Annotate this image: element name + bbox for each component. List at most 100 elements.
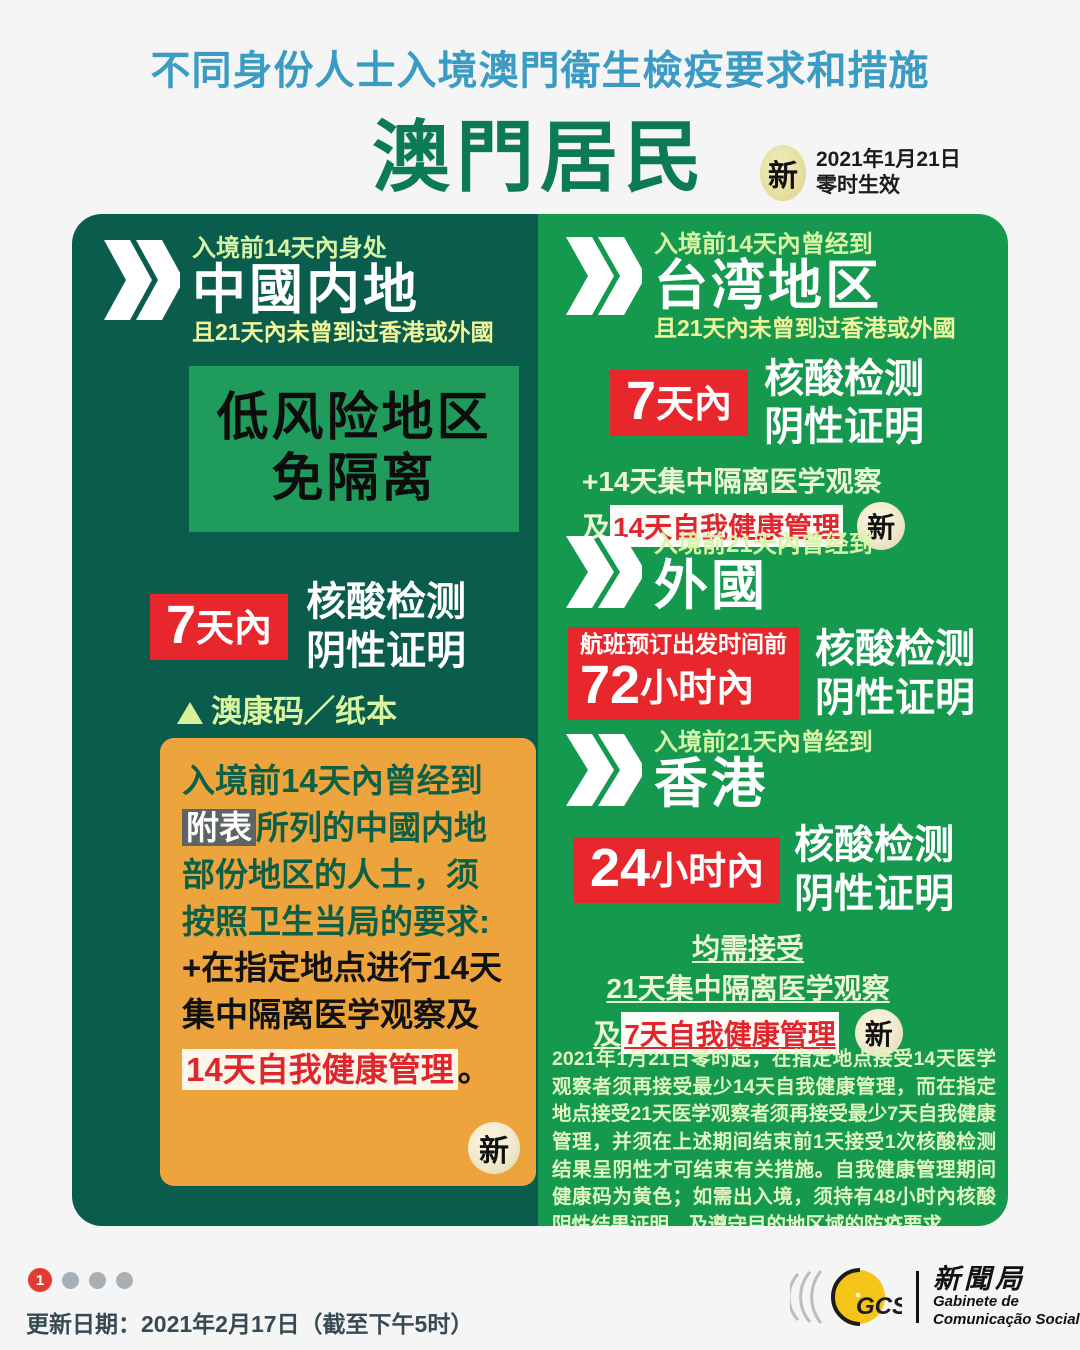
health-code-text: 澳康码／纸本 (211, 694, 397, 729)
updated-date-text: 更新日期：2021年2月17日（截至下午5时） (26, 1311, 474, 1337)
orange-line-4: 按照卫生当局的要求: (182, 902, 490, 940)
hongkong-red-duration-tag: 24小时內 (574, 836, 781, 903)
page-dot-3[interactable] (89, 1271, 106, 1289)
hongkong-extra-line2: 及 7天自我健康管理 新 (538, 1008, 958, 1057)
appendix-chip: 附表 (182, 808, 256, 846)
orange-line-5: +在指定地点进行14天 (182, 949, 502, 987)
taiwan-red-unit: 天內 (656, 384, 733, 427)
left-red-unit: 天內 (196, 607, 273, 650)
health-code-row: 澳康码／纸本 (177, 686, 397, 731)
hongkong-extra-line0: 均需接受 (691, 932, 804, 964)
triangle-bullet-icon (177, 702, 203, 724)
taiwan-extra-line2: 及 14天自我健康管理 新 (582, 502, 1008, 551)
hongkong-test-requirement: 核酸检测 阴性证明 (794, 821, 954, 919)
page-subtitle: 不同身份人士入境澳門衛生檢疫要求和措施 (150, 49, 930, 93)
new-badge-hongkong: 新 (854, 1008, 903, 1057)
foreign-red-number: 72 (580, 655, 641, 716)
taiwan-test-requirement: 核酸检测 阴性证明 (764, 355, 924, 453)
low-risk-exempt-box: 低风险地区 免隔离 (189, 366, 519, 532)
taiwan-extra-line1: +14天集中隔离医学观察 (582, 466, 882, 498)
gcs-logo: GCS 新聞局 Gabinete de Comunicação Social (790, 1262, 1080, 1332)
mainland-listed-areas-card: 入境前14天內曾经到 附表 所列的中國内地 部份地区的人士，须 按照卫生当局的要求… (160, 738, 536, 1186)
hongkong-extra-prefix: 及 (593, 1018, 622, 1050)
foreign-test-line2: 阴性证明 (815, 675, 975, 720)
logo-chinese-name: 新聞局 (933, 1263, 1026, 1294)
new-badge-taiwan: 新 (857, 502, 906, 551)
orange-line-6: 集中隔离医学观察及 (182, 996, 479, 1034)
taiwan-red-duration-tag: 7天內 (610, 370, 749, 437)
new-badge-orange-glyph: 新 (468, 1122, 520, 1174)
chevron-right-icon (564, 730, 642, 810)
gcs-mark-text: GCS (856, 1293, 902, 1320)
orange-line-3: 部份地区的人士，须 (182, 855, 479, 893)
foreign-red-caption: 航班预订出发时间前 (580, 631, 787, 658)
new-badge-orange: 新 (468, 1122, 520, 1174)
gcs-sun-icon: GCS (790, 1268, 902, 1326)
orange-line-7-tail: 。 (457, 1051, 491, 1089)
chevron-right-icon (564, 532, 642, 612)
taiwan-lead-text: 入境前14天內曾经到 (654, 231, 873, 258)
orange-line-7: 14天自我健康管理。 (182, 1043, 514, 1094)
low-risk-line2: 免隔离 (271, 450, 437, 508)
taiwan-extra-lines: +14天集中隔离医学观察 及 14天自我健康管理 新 (582, 460, 1008, 551)
page-title: 澳門居民 (371, 113, 708, 201)
hongkong-extra-line1: 21天集中隔离医学观察 (606, 972, 890, 1004)
hongkong-test-line2: 阴性证明 (794, 871, 955, 916)
page-dot-4[interactable] (116, 1271, 133, 1289)
orange-line-1: 入境前14天內曾经到 (182, 762, 483, 799)
taiwan-place-name: 台湾地区 (654, 256, 882, 317)
taiwan-test-line1: 核酸检测 (764, 356, 925, 401)
hongkong-test-line1: 核酸检测 (794, 823, 955, 868)
low-risk-line1: 低风险地区 (216, 388, 492, 447)
foreign-place-name: 外國 (654, 556, 768, 617)
left-test-line2: 阴性证明 (306, 628, 467, 673)
logo-portuguese-line1: Gabinete de (933, 1293, 1019, 1311)
logo-portuguese-line2: Comunicação Social (933, 1311, 1080, 1329)
left-red-number: 7 (166, 594, 197, 655)
new-badge-header: 新 (760, 145, 806, 201)
taiwan-test-line2: 阴性证明 (764, 405, 925, 450)
block-foreign: 入境前21天內曾经到 外國 航班预订出发时间前 72小时內 核酸检测 阴性证明 (538, 531, 1008, 723)
left-column-mainland: 入境前14天內身处 中國内地 且21天內未曾到过香港或外國 低风险地区 免隔离 … (72, 214, 538, 1226)
foreign-lead-text: 入境前21天內曾经到 (654, 531, 873, 558)
chevron-right-icon (102, 234, 180, 326)
taiwan-subnote: 且21天內未曾到过香港或外國 (654, 315, 956, 342)
right-column-other-places: 入境前14天內曾经到 台湾地区 且21天內未曾到过香港或外國 7天內 核酸检测 … (538, 214, 1008, 1226)
left-red-duration-tag: 7天內 (150, 593, 289, 660)
hongkong-lead-text: 入境前21天內曾经到 (654, 729, 873, 756)
logo-text-group: 新聞局 Gabinete de Comunicação Social (933, 1263, 1080, 1329)
effective-date-text: 2021年1月21日 零时生效 (816, 147, 961, 200)
left-test-requirement: 核酸检测 阴性证明 (306, 578, 466, 676)
block-taiwan: 入境前14天內曾经到 台湾地区 且21天內未曾到过香港或外國 7天內 核酸检测 … (538, 231, 1008, 551)
page-dot-2[interactable] (62, 1271, 79, 1289)
effective-date-line1: 2021年1月21日 (816, 147, 961, 171)
hongkong-extra-highlight: 7天自我健康管理 (621, 1011, 839, 1054)
hongkong-extra-lines: 均需接受 21天集中隔离医学观察 及 7天自我健康管理 新 (538, 927, 958, 1057)
effective-date-group: 新 2021年1月21日 零时生效 (760, 145, 961, 201)
taiwan-red-number: 7 (626, 371, 657, 432)
taiwan-extra-highlight: 14天自我健康管理 (610, 505, 844, 548)
page-dot-1[interactable]: 1 (28, 1268, 52, 1292)
block-hongkong: 入境前21天內曾经到 香港 24小时內 核酸检测 阴性证明 均需接受 21天集 (538, 729, 1008, 1057)
foreign-test-requirement: 核酸检测 阴性证明 (815, 625, 975, 723)
hongkong-place-name: 香港 (654, 754, 768, 815)
effective-date-line2: 零时生效 (816, 174, 900, 197)
pagination-dots[interactable]: 1 (28, 1268, 133, 1292)
hongkong-red-unit: 小时內 (650, 850, 765, 893)
logo-divider (916, 1271, 919, 1323)
left-test-line1: 核酸检测 (306, 580, 467, 624)
requirements-board: 入境前14天內身处 中國内地 且21天內未曾到过香港或外國 低风险地区 免隔离 … (72, 214, 1008, 1226)
hongkong-red-number: 24 (590, 837, 651, 898)
orange-line-2-rest: 所列的中國内地 (256, 808, 487, 846)
foreign-red-duration-tag: 航班预订出发时间前 72小时內 (568, 627, 799, 721)
left-place-name: 中國内地 (192, 260, 420, 321)
foreign-red-unit: 小时內 (640, 668, 755, 711)
left-lead-text: 入境前14天內身处 (192, 235, 387, 262)
orange-line-2: 附表 所列的中國内地 (182, 805, 514, 852)
footnote-paragraph: 2021年1月21日零时起，在指定地点接受14天医学观察者须再接受最少14天自我… (552, 1048, 996, 1226)
chevron-right-icon (564, 232, 642, 320)
orange-highlight-text: 14天自我健康管理 (182, 1049, 458, 1091)
foreign-test-line1: 核酸检测 (815, 627, 975, 672)
left-subnote: 且21天內未曾到过香港或外國 (192, 319, 494, 346)
